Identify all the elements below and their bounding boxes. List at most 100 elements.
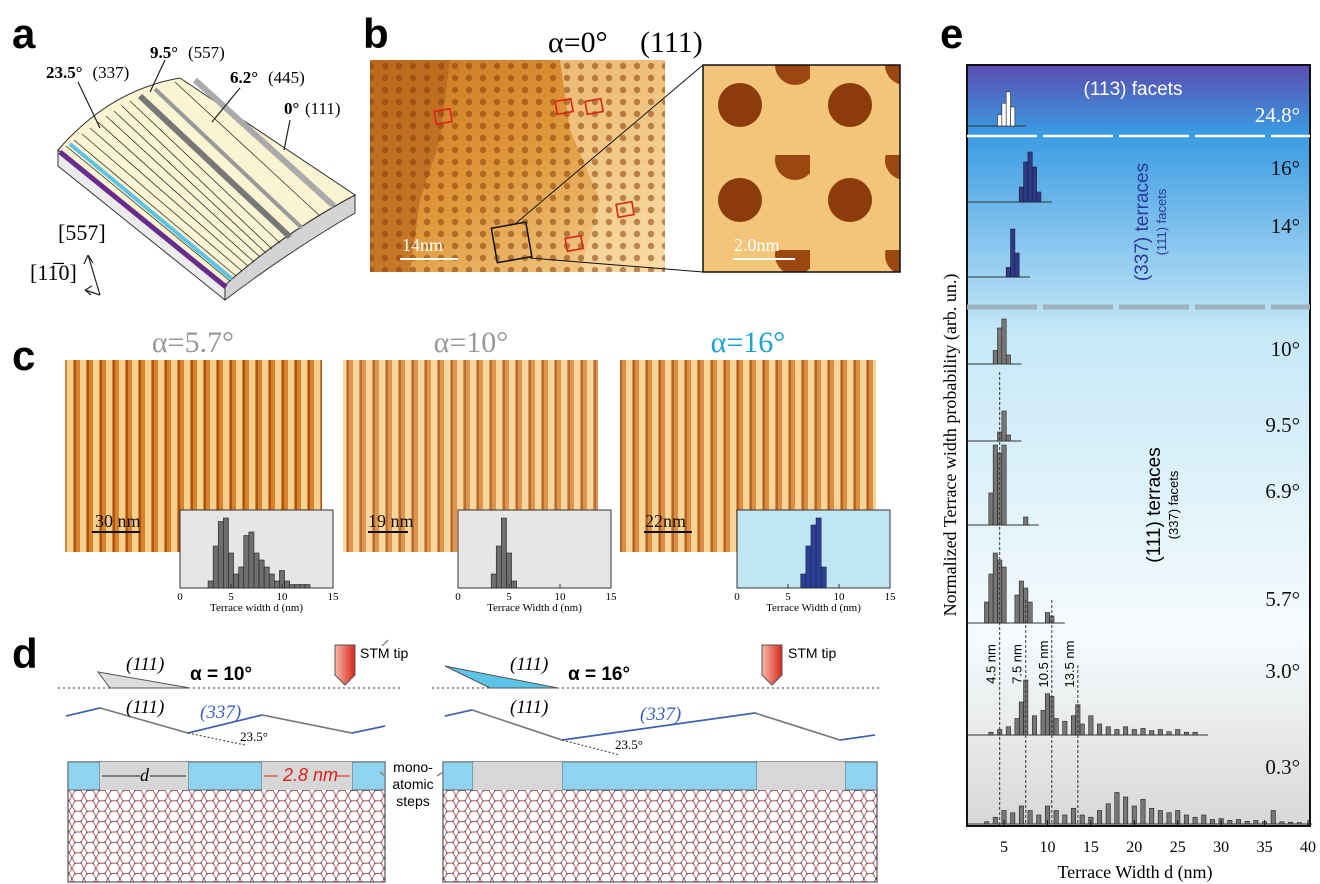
histogram-bar <box>1015 595 1019 623</box>
tip-label: STM tip <box>360 645 408 661</box>
histogram-bar <box>998 115 1002 126</box>
angle-label: 23.5° <box>240 729 268 744</box>
histogram-bar <box>1015 253 1019 277</box>
histogram-bar <box>1089 716 1093 735</box>
x-tick-label: 10 <box>1039 839 1055 856</box>
histogram-bar <box>1115 793 1119 825</box>
step-diagrams <box>58 640 880 882</box>
steps-label: atomic <box>392 776 433 792</box>
histogram-bar <box>269 574 274 588</box>
histogram-bar <box>1245 821 1249 824</box>
figure: abcde23.5°(337)9.5°(557)6.2°(445)0°(111)… <box>0 0 1320 884</box>
region-label: (337) terraces <box>1132 163 1153 281</box>
plane-label: (111) <box>305 99 341 118</box>
histogram-bar <box>285 581 290 588</box>
tip-label: STM tip <box>788 645 836 661</box>
histogram-bar <box>1019 581 1023 623</box>
histogram-bar <box>1106 727 1110 735</box>
histogram-bar <box>208 581 213 588</box>
image-title: α=5.7° <box>152 326 234 359</box>
region-sublabel: (111) facets <box>1154 188 1169 255</box>
plane-label: (445) <box>268 68 305 87</box>
panel-title: (111) <box>640 26 703 59</box>
histogram-bar <box>1054 811 1058 825</box>
histogram-bar <box>993 445 997 525</box>
histogram-bar <box>1210 820 1214 825</box>
histogram-bar <box>1254 820 1258 824</box>
histogram-bar <box>1045 694 1049 735</box>
histogram-bar <box>1158 811 1162 825</box>
angle-label: 3.0° <box>1265 659 1300 683</box>
histogram-bar <box>259 560 264 588</box>
histogram-bar <box>223 518 228 588</box>
panel-letter: e <box>940 10 963 57</box>
panel-letter: c <box>12 332 35 379</box>
histogram-bar <box>501 518 506 588</box>
plane-label: (337) <box>93 63 130 82</box>
x-tick-label: 40 <box>1300 839 1316 856</box>
plane-label: (111) <box>126 654 164 675</box>
panel-letter: a <box>12 10 36 57</box>
histogram-bar <box>1024 162 1028 202</box>
histogram-bar <box>218 522 223 589</box>
plane-label: (337) <box>200 702 241 723</box>
histogram-bar <box>1006 727 1010 735</box>
histogram-bar <box>1006 355 1010 364</box>
histogram-bar <box>989 732 993 735</box>
histogram-bar <box>1041 710 1045 735</box>
histogram-bar <box>984 822 988 824</box>
histogram-bar <box>1063 815 1067 824</box>
angle-label: 23.5° <box>615 737 643 752</box>
histogram-bar <box>1149 808 1153 824</box>
histogram-bar <box>1032 167 1036 202</box>
histogram-bar <box>1288 822 1292 824</box>
x-tick-label: 30 <box>1213 839 1229 856</box>
histogram-bar <box>1037 815 1041 824</box>
scale-bar-label: 19 nm <box>368 511 414 531</box>
x-tick-label: 0 <box>734 591 740 603</box>
histogram-bar <box>249 532 254 588</box>
histogram-bar <box>1024 517 1028 525</box>
plane-label: (111) <box>510 697 548 718</box>
histogram-bar <box>1019 806 1023 824</box>
panel-letter: d <box>12 630 38 677</box>
histogram-bar <box>1236 820 1240 825</box>
histogram-bar <box>1141 799 1145 824</box>
x-tick-label: 35 <box>1257 839 1273 856</box>
histogram-bar <box>1037 192 1041 202</box>
histogram-bar <box>1019 187 1023 202</box>
histogram-bar <box>1028 602 1032 623</box>
x-tick-label: 25 <box>1170 839 1186 856</box>
histogram-bar <box>1280 822 1284 824</box>
histogram-bar <box>290 585 295 589</box>
histogram-bar <box>1167 813 1171 824</box>
histogram-bar <box>984 602 988 623</box>
histogram-bar <box>274 581 279 588</box>
histogram-bar <box>989 574 993 623</box>
x-tick-label: 20 <box>1126 839 1142 856</box>
region-sublabel: (337) facets <box>1166 470 1181 539</box>
crystal-block <box>58 60 355 300</box>
alpha-label: α = 10° <box>190 664 252 685</box>
histogram-bar <box>1002 319 1006 364</box>
x-axis-label: Terrace Width d (nm) <box>766 602 861 614</box>
scale-bar-label: 30 nm <box>95 511 141 531</box>
angle-label: 14° <box>1271 214 1300 238</box>
histogram-bar <box>1097 724 1101 735</box>
histogram-bar <box>993 351 997 365</box>
histogram-bar <box>1167 732 1171 735</box>
histogram-bar <box>1202 815 1206 824</box>
histogram-bar <box>234 574 239 588</box>
scale-bar-label: 22nm <box>645 511 686 531</box>
histogram-bar <box>1123 797 1127 824</box>
annotation-label: 7.5 nm <box>1010 644 1025 684</box>
steps-label: steps <box>396 793 429 809</box>
annotation-label: 10.5 nm <box>1036 641 1051 688</box>
histogram-bar <box>506 553 511 588</box>
x-axis-label: Terrace Width d (nm) <box>487 602 582 614</box>
histogram-bar <box>816 518 821 588</box>
histogram-bar <box>305 585 310 589</box>
histogram-bar <box>993 553 997 623</box>
histogram-bar <box>496 546 501 588</box>
histogram-bar <box>801 574 806 588</box>
